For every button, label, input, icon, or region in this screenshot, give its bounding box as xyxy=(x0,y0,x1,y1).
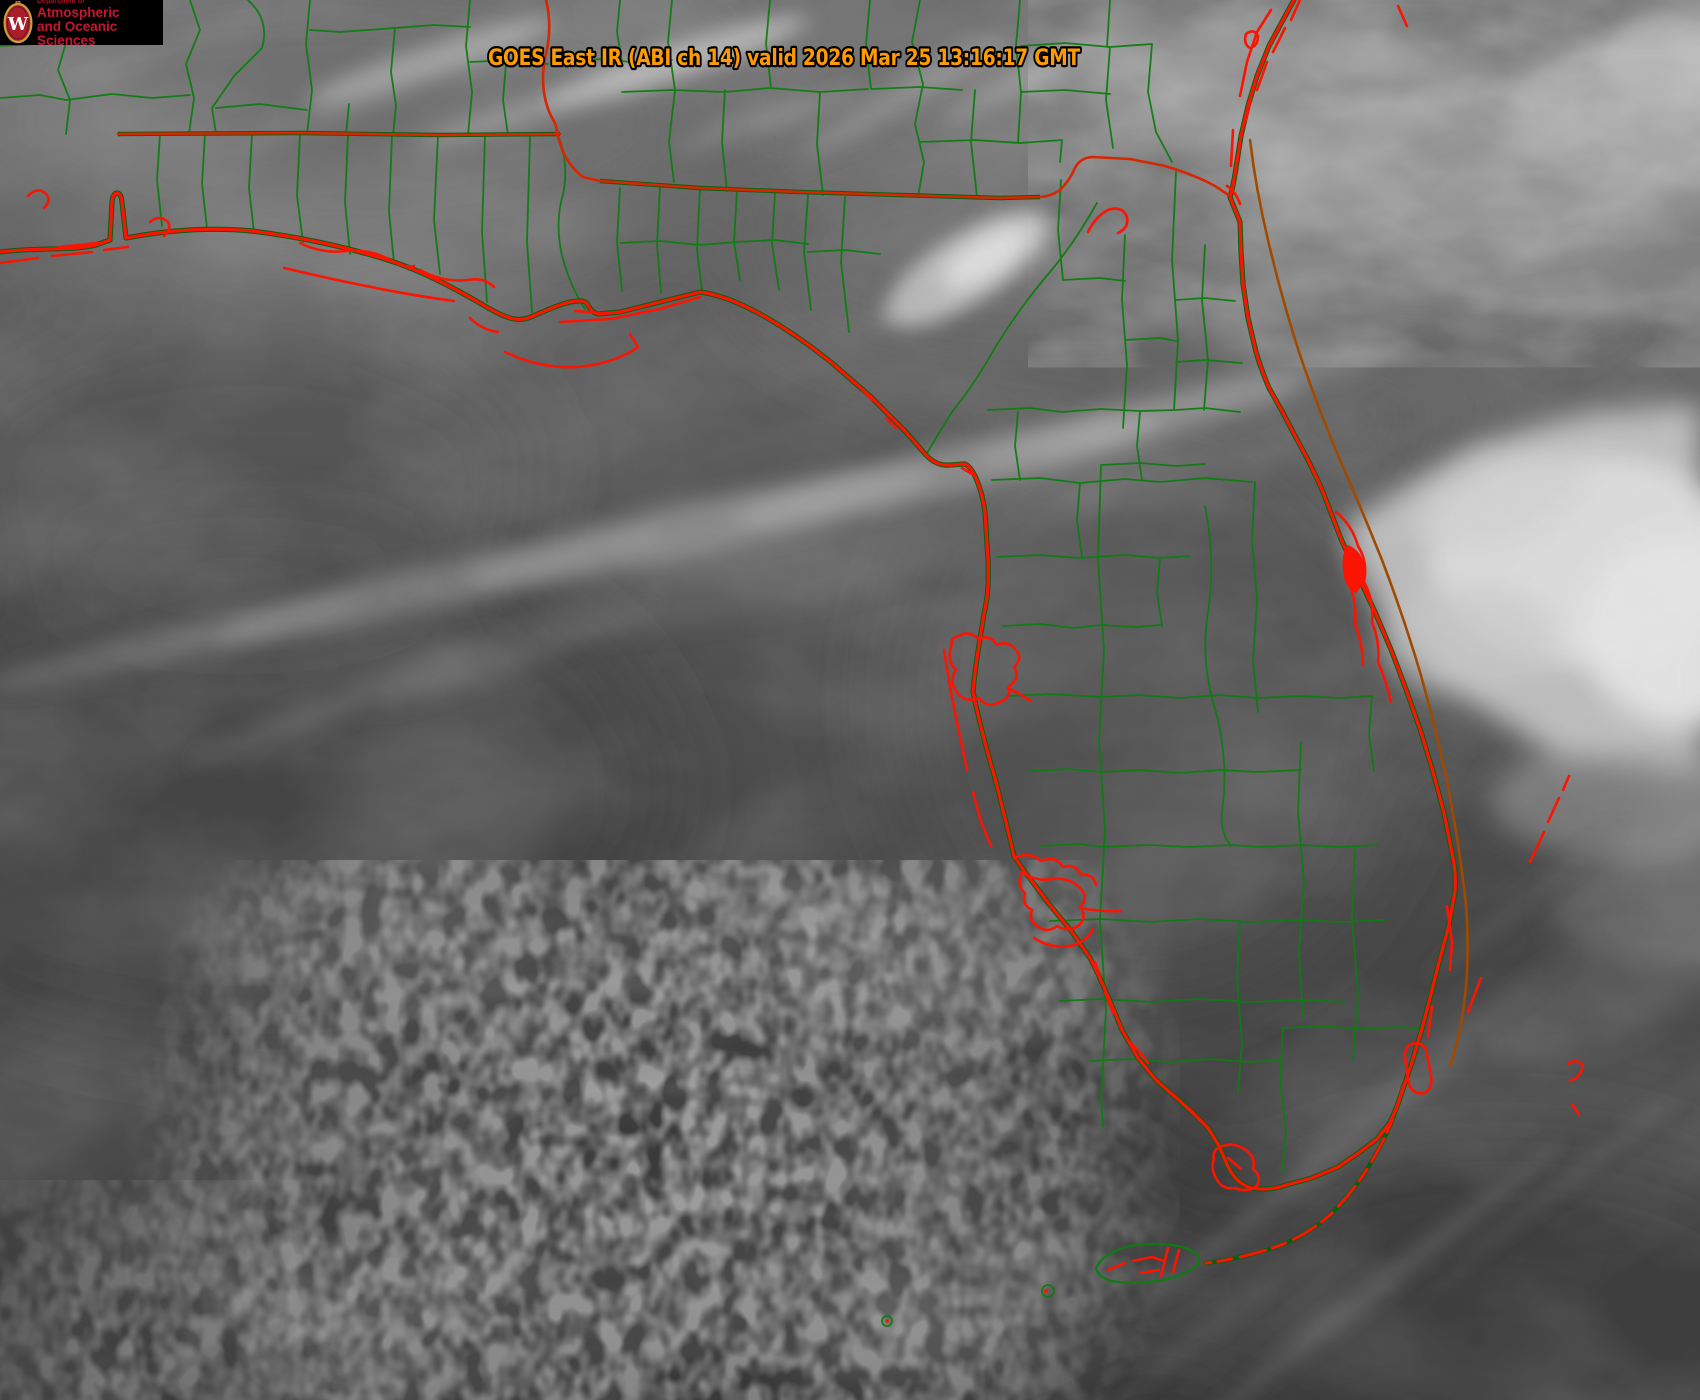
logo-department-line: Department of xyxy=(37,0,85,5)
logo-name-line1: Atmospheric xyxy=(37,4,120,20)
ir-grain-topright xyxy=(1060,0,1700,350)
county-lines-georgia xyxy=(562,0,1173,198)
georgia-florida-border xyxy=(598,155,1232,200)
lower-keys-cluster-outline xyxy=(1094,1242,1201,1284)
image-title: GOES East IR (ABI ch 14) valid 2026 Mar … xyxy=(488,45,1081,71)
uw-crest-icon: W xyxy=(3,1,33,44)
alabama-georgia-border xyxy=(541,0,602,183)
dry-tortugas-ring xyxy=(881,1315,893,1327)
crest-letter: W xyxy=(7,14,29,35)
state-borders-layer xyxy=(116,0,1469,1068)
florida-keys-arc xyxy=(1204,1084,1405,1265)
offshore-state-boundary xyxy=(1248,138,1469,1068)
small-key-dot xyxy=(1044,1289,1048,1293)
county-lines-peninsula xyxy=(925,171,1425,1173)
county-boundaries-layer xyxy=(0,0,1425,1173)
small-key-ring xyxy=(1041,1284,1055,1298)
county-lines-panhandle xyxy=(156,133,881,333)
barrier-islands-and-bays xyxy=(0,0,1585,1278)
alabama-florida-border xyxy=(116,131,562,137)
coastline-main xyxy=(0,0,1457,1191)
islands-layer xyxy=(0,0,1585,1327)
logo-name-line2: and Oceanic Sciences xyxy=(37,19,118,48)
aos-logo: W Department of Atmospheric and Oceanic … xyxy=(0,0,163,48)
dry-tortugas-dot xyxy=(885,1319,889,1323)
cape-canaveral-blob xyxy=(1342,545,1365,593)
coastline-layer xyxy=(0,0,1458,1266)
